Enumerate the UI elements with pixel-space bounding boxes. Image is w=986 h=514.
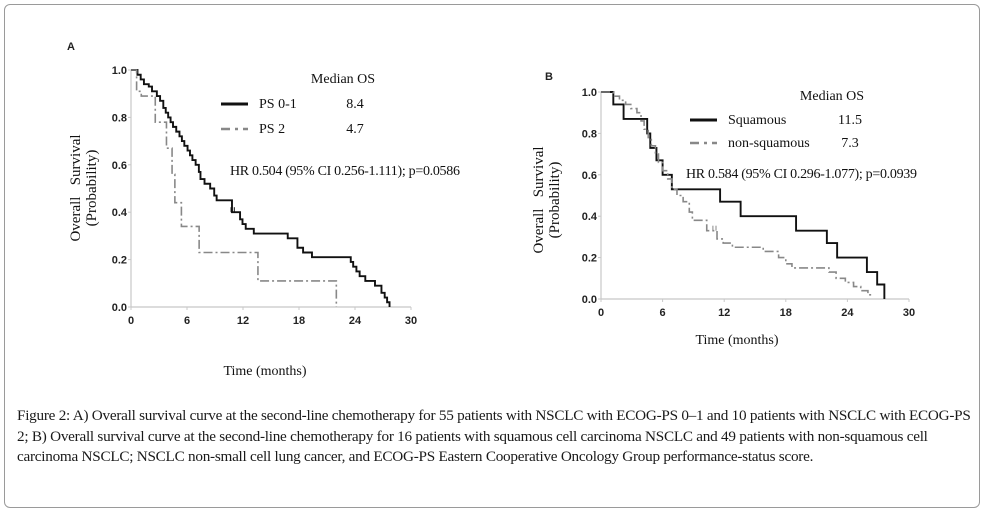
y-tick-label: 0.6 [582,170,597,182]
y-axis-label-sub: (Probability) [84,150,100,227]
y-tick-label: 0.4 [112,207,128,219]
x-axis-label: Time (months) [695,333,778,348]
caption-label: Figure 2: [17,407,71,424]
survival-curve-ps-0-1 [131,69,391,307]
legend-median-value: 7.3 [841,136,859,151]
figure-frame [4,4,980,508]
legend-label: Squamous [728,113,786,128]
y-axis-label: Overall Survival [531,146,547,253]
y-tick-label: 1.0 [112,65,127,77]
y-tick-label: 0.8 [112,112,127,124]
x-tick-label: 6 [660,307,666,319]
panel-label: B [545,71,553,83]
caption-text: A) Overall survival curve at the second-… [17,407,971,465]
y-axis-label: Overall Survival [68,134,84,241]
x-tick-label: 24 [349,315,362,327]
y-tick-label: 0.0 [112,302,127,314]
x-tick-label: 18 [293,315,305,327]
figure-charts: A 0 6 12 18 24 30 0.0 0.2 0.4 0.6 0.8 1.0 Overall Sur… [67,41,917,379]
legend-label: PS 2 [259,122,285,137]
panel-a: A 0 6 12 18 24 30 0.0 0.2 0.4 0.6 0.8 1.0 Overall Sur… [67,41,460,379]
x-tick-label: 18 [780,307,792,319]
panel-b: B 0 6 12 18 24 30 0.0 0.2 0.4 0.6 0.8 1.0 Overall Sur… [531,71,917,348]
y-tick-label: 0.4 [582,211,598,223]
legend-header: Median OS [800,89,864,104]
hazard-ratio-annotation: HR 0.584 (95% CI 0.296-1.077); p=0.0939 [686,167,917,182]
x-tick-label: 12 [237,315,249,327]
hazard-ratio-annotation: HR 0.504 (95% CI 0.256-1.111); p=0.0586 [230,164,460,179]
survival-curve-non-squamous [601,91,873,296]
x-tick-label: 30 [405,315,417,327]
survival-curve-squamous [601,91,886,299]
x-tick-label: 6 [184,315,190,327]
legend-median-value: 8.4 [346,97,364,112]
x-tick-label: 30 [903,307,915,319]
y-tick-label: 0.8 [582,128,597,140]
x-tick-label: 0 [128,315,134,327]
y-tick-label: 1.0 [582,87,597,99]
legend-label: non-squamous [728,136,810,151]
legend-median-value: 4.7 [346,122,364,137]
x-tick-label: 0 [598,307,604,319]
y-tick-label: 0.2 [582,253,597,265]
survival-curve-ps-2 [131,69,338,307]
x-axis-label: Time (months) [223,364,306,379]
y-tick-label: 0.6 [112,160,127,172]
figure-caption: Figure 2: A) Overall survival curve at t… [17,406,975,468]
legend-header: Median OS [311,72,375,87]
y-tick-label: 0.2 [112,255,127,267]
x-tick-label: 12 [718,307,730,319]
y-axis-label-sub: (Probability) [547,162,563,239]
legend-median-value: 11.5 [838,113,862,128]
panel-label: A [67,41,75,53]
y-tick-label: 0.0 [582,294,597,306]
legend-label: PS 0-1 [259,97,297,112]
x-tick-label: 24 [841,307,854,319]
